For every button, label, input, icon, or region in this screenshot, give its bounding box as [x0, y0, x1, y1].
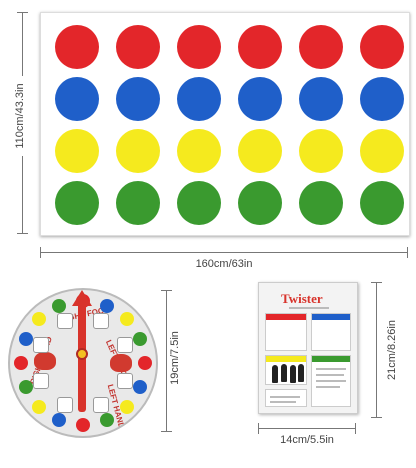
spinner-color-dot: [99, 298, 114, 313]
player-silhouette-icon: [298, 364, 304, 382]
card-section-1: [265, 313, 307, 351]
spinner-color-dot: [32, 399, 47, 414]
mat-dot: [360, 77, 404, 121]
card-section-1-header: [266, 314, 306, 320]
spinner-body-part-icon: [92, 312, 109, 329]
spinner-color-dot: [14, 356, 28, 370]
player-silhouette-icon: [272, 365, 278, 383]
mat-dot: [55, 181, 99, 225]
mat-height-label: 110cm/43.3in: [14, 76, 26, 156]
mat-dot: [360, 129, 404, 173]
card-text-line: [316, 386, 340, 388]
card-text-line: [316, 374, 344, 376]
spinner-body-part-icon: [92, 397, 109, 414]
card-section-3-header: [266, 356, 306, 362]
mat-dot: [238, 25, 282, 69]
spinner-height-tick-bottom: [161, 431, 172, 432]
mat-dot: [360, 181, 404, 225]
spinner-color-dot: [52, 298, 67, 313]
spinner-size-label: 19cm/7.5in: [169, 323, 181, 393]
card-height-tick-top: [371, 282, 382, 283]
spinner-color-dot: [133, 332, 148, 347]
card-width-tick-left: [258, 423, 259, 434]
spinner-body-part-icon: [117, 372, 134, 389]
card-text-line: [316, 368, 346, 370]
spinner-color-dot: [133, 379, 148, 394]
mat-dot: [177, 77, 221, 121]
mat-dot: [55, 77, 99, 121]
card-text-line: [270, 401, 296, 403]
mat-height-tick-top: [17, 12, 28, 13]
mat-dot: [299, 25, 343, 69]
mat-width-label: 160cm/63in: [195, 258, 253, 270]
spinner-body-part-icon: [117, 337, 134, 354]
spinner-color-dot: [138, 356, 152, 370]
spinner-body-part-icon: [32, 337, 49, 354]
mat-dot: [55, 25, 99, 69]
card-width-label: 14cm/5.5in: [280, 434, 334, 446]
card-text-line: [316, 380, 346, 382]
spinner-hub-icon: [76, 348, 88, 360]
spinner-body-part-icon: [32, 372, 49, 389]
spinner-color-dot: [32, 312, 47, 327]
mat-dot: [116, 181, 160, 225]
mat-dot: [116, 25, 160, 69]
mat-dot: [177, 181, 221, 225]
spinner-height-tick-top: [161, 290, 172, 291]
spinner-height-line: [166, 290, 167, 432]
spinner-color-dot: [52, 413, 67, 428]
mat-dot: [299, 181, 343, 225]
mat-dot: [299, 77, 343, 121]
mat-width-line: [40, 252, 408, 253]
mat-dot: [177, 25, 221, 69]
card-text-line: [270, 396, 300, 398]
spinner-color-dot: [119, 399, 134, 414]
spinner-color-dot: [76, 418, 90, 432]
mat-dot: [299, 129, 343, 173]
spinner-arrow-head-icon[interactable]: [72, 290, 92, 306]
mat-dot: [238, 77, 282, 121]
right-hand-icon: [34, 352, 56, 370]
card-section-2-header: [312, 314, 350, 320]
spinner-color-dot: [119, 312, 134, 327]
mat-width-tick-right: [407, 247, 408, 258]
card-section-2: [311, 313, 351, 351]
left-hand-icon: [110, 354, 132, 372]
spinner-board: RIGHT FOOT LEFT FOOT RIGHT HAND LEFT HAN…: [8, 288, 158, 438]
instruction-card: Twister: [258, 282, 358, 414]
spinner-color-dot: [18, 332, 33, 347]
player-silhouette-icon: [290, 365, 296, 383]
mat-width-tick-left: [40, 247, 41, 258]
card-section-3: [265, 355, 307, 385]
card-section-5: [265, 389, 307, 407]
card-section-4-header: [312, 356, 350, 362]
mat-dot: [238, 129, 282, 173]
mat-dot: [55, 129, 99, 173]
card-width-tick-right: [355, 423, 356, 434]
spinner-body-part-icon: [57, 312, 74, 329]
card-title: Twister: [281, 291, 323, 306]
card-subtitle-line: [289, 307, 329, 309]
mat-dot: [116, 129, 160, 173]
card-section-4: [311, 355, 351, 407]
player-silhouette-icon: [281, 364, 287, 382]
card-height-label: 21cm/8.26in: [386, 312, 398, 388]
mat-dot: [238, 181, 282, 225]
card-height-line: [376, 282, 377, 418]
spinner-color-dot: [18, 379, 33, 394]
mat-height-tick-bottom: [17, 233, 28, 234]
card-height-tick-bottom: [371, 417, 382, 418]
card-width-line: [258, 428, 356, 429]
mat-dot: [360, 25, 404, 69]
mat-dot: [116, 77, 160, 121]
mat-dot: [177, 129, 221, 173]
spinner-body-part-icon: [57, 397, 74, 414]
spinner-color-dot: [99, 413, 114, 428]
twister-mat: [40, 12, 410, 236]
